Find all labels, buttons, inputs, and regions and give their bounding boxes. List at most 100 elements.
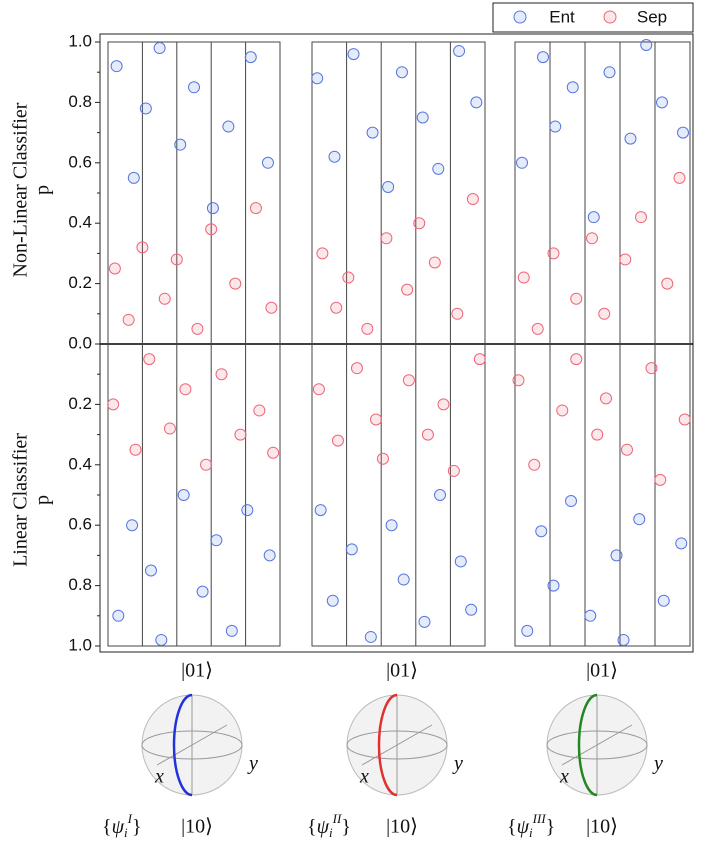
point bbox=[225, 624, 238, 637]
point bbox=[126, 519, 139, 532]
group-frame bbox=[311, 41, 486, 647]
point bbox=[191, 322, 204, 335]
point bbox=[366, 126, 379, 139]
point bbox=[512, 374, 525, 387]
point bbox=[416, 111, 429, 124]
point bbox=[253, 404, 266, 417]
point bbox=[311, 72, 324, 85]
set-label-part: ψ bbox=[317, 816, 330, 838]
point bbox=[326, 594, 339, 607]
point bbox=[587, 211, 600, 224]
point bbox=[205, 223, 218, 236]
point bbox=[656, 96, 668, 109]
point bbox=[158, 292, 171, 305]
point bbox=[215, 368, 228, 381]
point bbox=[177, 489, 190, 501]
point bbox=[624, 132, 637, 145]
point bbox=[122, 313, 135, 326]
point bbox=[347, 48, 360, 61]
y-axis-label: p bbox=[32, 185, 54, 195]
point bbox=[395, 66, 408, 79]
point bbox=[145, 564, 157, 577]
y-tick-label: 1.0 bbox=[68, 635, 92, 654]
point bbox=[234, 428, 247, 441]
point bbox=[547, 247, 560, 260]
point bbox=[229, 277, 242, 290]
set-label-part: i bbox=[529, 825, 533, 840]
point bbox=[261, 156, 274, 169]
state-label: |01⟩ bbox=[586, 660, 618, 682]
point bbox=[139, 102, 152, 115]
y-tick-label: 0.2 bbox=[68, 273, 92, 292]
set-label: {ψiII} bbox=[307, 811, 351, 840]
set-label-part: I bbox=[127, 811, 133, 826]
point bbox=[566, 81, 579, 94]
set-label-part: } bbox=[341, 816, 351, 838]
y-tick-label: 0.6 bbox=[68, 152, 92, 171]
point bbox=[376, 452, 389, 465]
point bbox=[244, 51, 257, 64]
point bbox=[107, 398, 120, 411]
point bbox=[528, 458, 541, 471]
point bbox=[370, 413, 383, 426]
point bbox=[188, 81, 200, 94]
point bbox=[547, 579, 560, 592]
point bbox=[421, 428, 434, 441]
state-label: |10⟩ bbox=[586, 816, 618, 838]
point bbox=[413, 217, 426, 230]
point bbox=[136, 241, 149, 254]
set-label-part: } bbox=[132, 816, 142, 838]
point bbox=[397, 573, 410, 586]
point bbox=[617, 633, 630, 646]
point bbox=[434, 489, 447, 501]
point bbox=[591, 428, 604, 441]
legend-marker bbox=[603, 10, 617, 24]
point bbox=[535, 525, 548, 538]
plot-frame bbox=[99, 33, 694, 653]
point bbox=[170, 253, 183, 266]
point bbox=[465, 603, 478, 616]
point bbox=[210, 534, 223, 547]
point bbox=[361, 322, 374, 335]
point bbox=[110, 60, 123, 73]
set-label-part: ψ bbox=[517, 816, 530, 838]
point bbox=[328, 150, 341, 163]
point bbox=[108, 262, 121, 275]
point bbox=[621, 443, 633, 456]
point bbox=[127, 171, 140, 184]
y-tick-label: 0.4 bbox=[68, 454, 92, 473]
point bbox=[342, 271, 355, 284]
point bbox=[633, 513, 646, 526]
y-axis-label: Linear Classifier bbox=[10, 433, 32, 567]
point bbox=[517, 271, 530, 284]
axis-y-label: y bbox=[452, 753, 463, 775]
y-tick-label: 0.4 bbox=[68, 213, 92, 232]
state-label: |10⟩ bbox=[386, 816, 418, 838]
point bbox=[598, 307, 611, 320]
sphere-axis bbox=[361, 724, 433, 766]
point bbox=[640, 39, 653, 52]
axis-x-label: x bbox=[154, 766, 164, 788]
point bbox=[537, 51, 549, 64]
point bbox=[451, 307, 464, 320]
set-label-part: } bbox=[546, 816, 556, 838]
point bbox=[382, 180, 395, 193]
point bbox=[249, 202, 262, 215]
state-curve bbox=[377, 693, 398, 797]
point bbox=[263, 549, 276, 562]
point bbox=[570, 292, 583, 305]
point bbox=[129, 443, 142, 456]
state-label: |10⟩ bbox=[181, 816, 213, 838]
point bbox=[265, 301, 278, 314]
point bbox=[516, 156, 528, 169]
set-label-part: i bbox=[329, 825, 333, 840]
point bbox=[673, 171, 686, 184]
set-label-part: { bbox=[507, 816, 517, 838]
set-label-part: { bbox=[102, 816, 112, 838]
point bbox=[112, 609, 125, 622]
set-label-part: II bbox=[332, 811, 342, 826]
point bbox=[603, 66, 616, 79]
point bbox=[454, 555, 467, 568]
point bbox=[466, 193, 479, 206]
